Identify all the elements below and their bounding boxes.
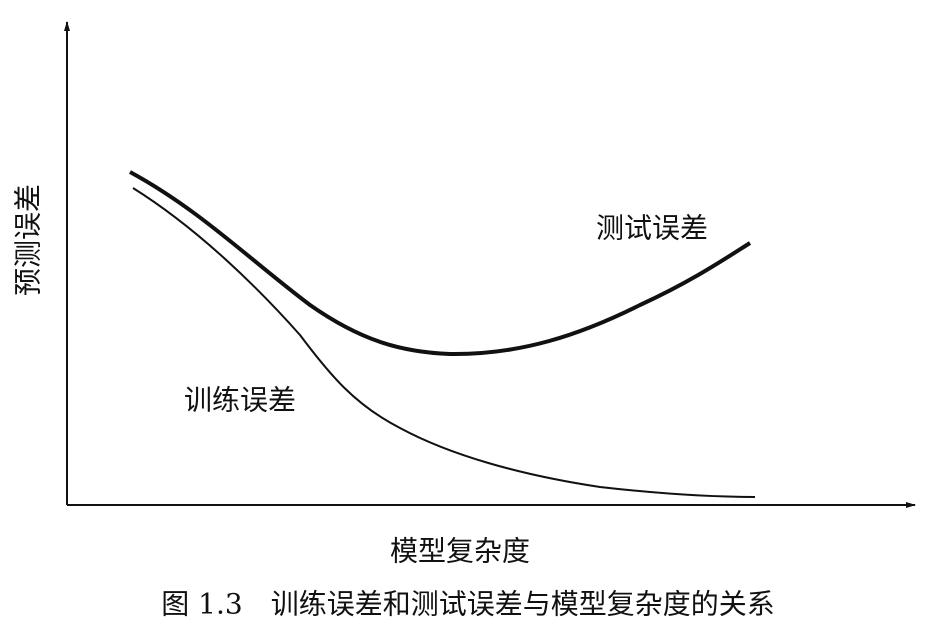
- y-axis-label: 预测误差: [12, 184, 45, 296]
- test-error-curve: [129, 170, 752, 357]
- train-error-label: 训练误差: [184, 384, 296, 417]
- train-error-curve: [132, 187, 756, 498]
- caption: 图 1.3 训练误差和测试误差与模型复杂度的关系: [161, 588, 774, 621]
- x-axis-label: 模型复杂度: [390, 535, 530, 568]
- test-error-label: 测试误差: [596, 212, 708, 245]
